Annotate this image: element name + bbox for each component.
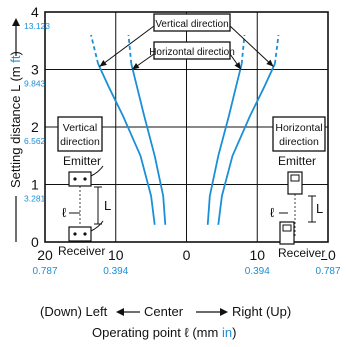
diagram-horizontal-receiver-bg — [276, 245, 328, 259]
x-tick-label-2: 0 — [183, 247, 191, 263]
y-tick-label-ft-1: 6.562 — [24, 136, 46, 146]
y-tick-label-3: 3 — [31, 62, 39, 78]
diagram-horizontal-emitter-label: Emitter — [278, 154, 316, 168]
x-axis-label: Operating point ℓ (mm in) — [92, 325, 236, 340]
x-tick-label-in-2: 0.394 — [245, 266, 270, 277]
diagram-horizontal-ell-label: ℓ — [270, 205, 275, 220]
diagram-vertical-title-box — [57, 116, 103, 152]
y-tick-label-1: 1 — [31, 177, 39, 193]
leader-horizontal-left-head — [132, 63, 140, 70]
emitter-sensor-side-icon — [287, 171, 303, 195]
y-axis-label-text: Setting distance L (m ft) — [8, 51, 23, 188]
y-tick-label-2: 2 — [31, 119, 39, 135]
curve-vertical-right — [217, 63, 276, 225]
curve-vertical-right-dashed — [274, 34, 280, 64]
direction-center-label: Center — [144, 304, 184, 319]
leader-vertical-right-head — [266, 59, 274, 67]
curve-horizontal-right — [206, 63, 243, 225]
diagram-vertical-title-1: Vertical — [63, 122, 97, 134]
diagram-vertical-emitter-bg — [55, 153, 95, 166]
y-tick-label-0: 0 — [31, 234, 39, 250]
leader-horizontal-right-head — [234, 62, 241, 70]
x-tick-label-1: 10 — [108, 247, 124, 263]
diagram-horizontal-title-2: direction — [279, 136, 319, 148]
curve-horizontal-right-dashed — [240, 34, 246, 64]
receiver-sensor-side-icon — [279, 221, 295, 245]
diagram-vertical-receiver-bg — [56, 243, 108, 258]
diagram-vertical-receiver-label: Receiver — [58, 244, 105, 258]
diagram-horizontal-L-label: L — [316, 201, 323, 216]
x-tick-label-in-1: 0.394 — [103, 266, 128, 277]
legend-horizontal-text: Horizontal direction — [149, 47, 235, 58]
leader-vertical-left — [99, 25, 155, 68]
diagram-horizontal-title-1: Horizontal — [275, 122, 322, 134]
legend-horizontal-box — [153, 41, 231, 60]
leader-vertical-right — [229, 25, 274, 67]
legend-vertical-box — [153, 13, 231, 32]
direction-right-label: Right (Up) — [232, 304, 291, 319]
leader-vertical-left-head — [99, 60, 107, 67]
x-tick-label-in-0: 0.787 — [32, 266, 57, 277]
curve-horizontal-left — [130, 63, 167, 225]
curve-horizontal-left-dashed — [127, 34, 133, 64]
y-axis-arrowhead — [12, 18, 20, 26]
diagram-vertical-emitter-label: Emitter — [63, 154, 101, 168]
y-tick-label-4: 4 — [31, 4, 39, 20]
diagram-vertical: Vertical direction Emitter L ℓ Receiver — [55, 116, 111, 258]
diagram-horizontal-emitter-bg — [275, 153, 325, 166]
x-tick-label-0: 20 — [37, 247, 53, 263]
y-tick-labels: 0 1 2 3 4 3.281 6.562 9.843 13.123 — [24, 4, 50, 250]
diagram-vertical-L-label: L — [104, 198, 111, 213]
legend-leader-lines — [99, 25, 274, 70]
diagram-vertical-title-2: direction — [60, 136, 100, 148]
legend-vertical-text: Vertical direction — [155, 19, 228, 30]
left-arrowhead — [116, 308, 124, 316]
y-tick-label-ft-0: 3.281 — [24, 194, 46, 204]
diagram-horizontal-title-box — [272, 116, 326, 152]
curves — [90, 34, 280, 225]
x-tick-label-in-3: 0.787 — [315, 266, 340, 277]
curve-vertical-left — [97, 63, 156, 225]
diagram-horizontal: Horizontal direction Emitter L ℓ Receive… — [270, 116, 328, 260]
y-tick-label-ft-3: 13.123 — [24, 21, 50, 31]
diagram-vertical-ell-label: ℓ — [62, 205, 67, 220]
right-arrowhead — [220, 308, 228, 316]
x-tick-label-3: 10 — [249, 247, 265, 263]
legend-vertical: Vertical direction — [153, 13, 231, 32]
diagram-horizontal-receiver-label: Receiver — [278, 246, 325, 260]
emitter-sensor-icon — [68, 165, 104, 187]
curve-vertical-left-dashed — [90, 34, 99, 65]
y-axis-label: Setting distance L (m ft) — [8, 18, 23, 242]
legend-horizontal: Horizontal direction — [149, 41, 235, 60]
direction-left-label: (Down) Left — [40, 304, 108, 319]
y-tick-label-ft-2: 9.843 — [24, 79, 46, 89]
receiver-sensor-icon — [68, 220, 104, 242]
